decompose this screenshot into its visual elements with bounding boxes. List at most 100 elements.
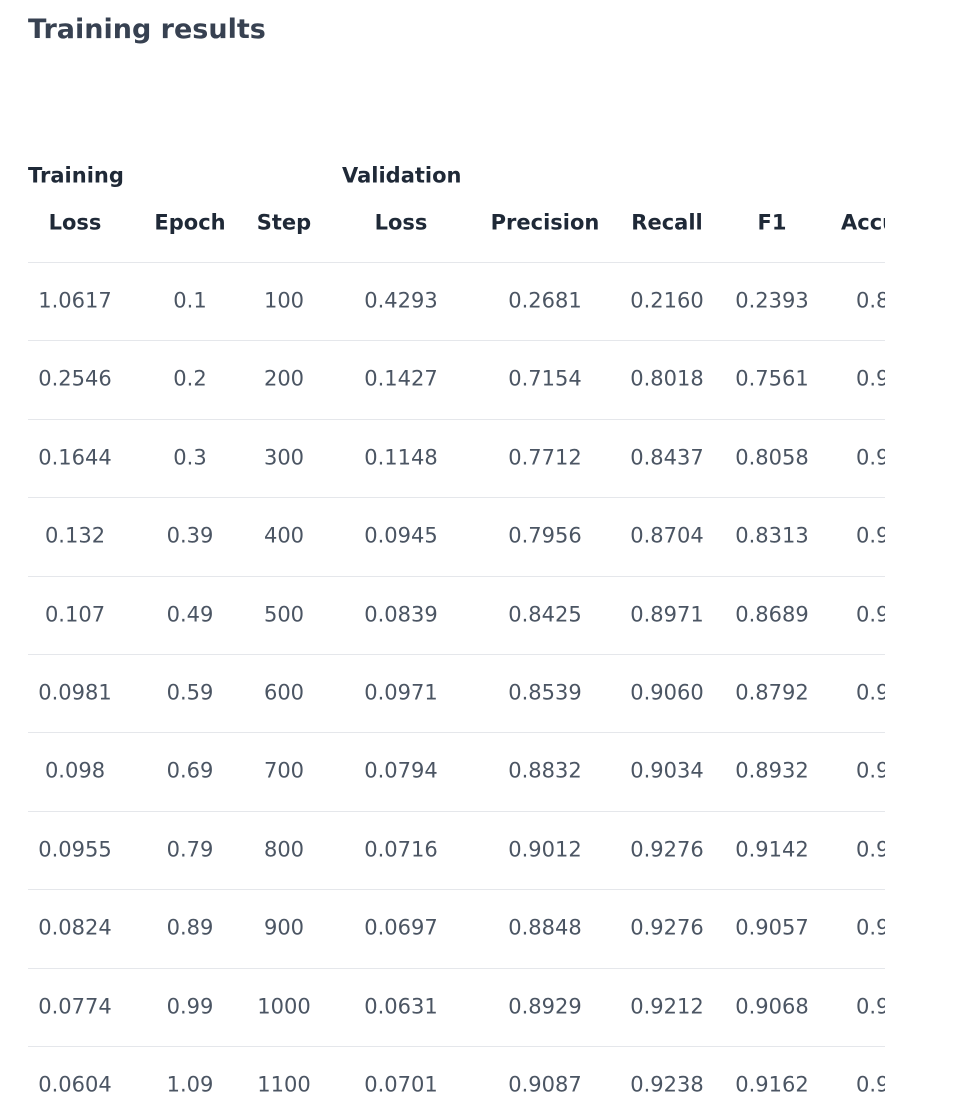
table-cell: 0.9: [856, 915, 885, 940]
table-cell: 1000: [257, 994, 311, 1019]
table-cell: 0.8018: [630, 366, 704, 391]
table-cell: 0.9: [856, 1072, 885, 1097]
table-cell: 0.0981: [38, 680, 112, 705]
table-cell: 0.8539: [508, 680, 582, 705]
table-cell: 0.0604: [38, 1072, 112, 1097]
table-cell: 0.99: [166, 994, 214, 1019]
table-cell: 1.09: [166, 1072, 214, 1097]
table-cell: 0.9: [856, 523, 885, 548]
table-cell: 400: [263, 523, 305, 548]
row-divider: [28, 1046, 885, 1047]
table-cell: 0.098: [44, 758, 106, 783]
table-cell: 0.8792: [735, 680, 809, 705]
table-cell: 300: [263, 445, 305, 470]
table-cell: 0.8971: [630, 602, 704, 627]
table-cell: 0.9057: [735, 915, 809, 940]
column-header: Loss: [374, 210, 428, 235]
table-cell: 0.8689: [735, 602, 809, 627]
column-header: Validation: [342, 163, 462, 188]
table-cell: 500: [263, 602, 305, 627]
table-cell: 0.9: [856, 994, 885, 1019]
table-cell: 600: [263, 680, 305, 705]
table-cell: 0.9068: [735, 994, 809, 1019]
table-cell: 0.8704: [630, 523, 704, 548]
table-cell: 900: [263, 915, 305, 940]
table-cell: 0.8058: [735, 445, 809, 470]
table-cell: 0.0839: [364, 602, 438, 627]
table-cell: 100: [263, 288, 305, 313]
column-header: Epoch: [154, 210, 226, 235]
table-cell: 0.0824: [38, 915, 112, 940]
table-cell: 0.9276: [630, 837, 704, 862]
table-cell: 0.1148: [364, 445, 438, 470]
table-cell: 0.9: [856, 837, 885, 862]
table-cell: 0.8437: [630, 445, 704, 470]
table-cell: 0.3: [173, 445, 207, 470]
table-cell: 0.1644: [38, 445, 112, 470]
table-cell: 0.2: [173, 366, 207, 391]
table-cell: 0.0955: [38, 837, 112, 862]
table-cell: 0.7712: [508, 445, 582, 470]
table-cell: 0.9: [856, 602, 885, 627]
table-cell: 0.1427: [364, 366, 438, 391]
table-cell: 0.2160: [630, 288, 704, 313]
table-cell: 0.9162: [735, 1072, 809, 1097]
table-cell: 0.0697: [364, 915, 438, 940]
table-cell: 0.0971: [364, 680, 438, 705]
table-cell: 0.79: [166, 837, 214, 862]
table-cell: 0.7154: [508, 366, 582, 391]
table-cell: 0.8: [856, 288, 885, 313]
table-cell: 0.2393: [735, 288, 809, 313]
column-header: Precision: [490, 210, 600, 235]
table-cell: 0.9238: [630, 1072, 704, 1097]
table-cell: 0.2546: [38, 366, 112, 391]
table-cell: 0.107: [44, 602, 106, 627]
table-cell: 0.0794: [364, 758, 438, 783]
table-cell: 0.8929: [508, 994, 582, 1019]
table-cell: 0.8848: [508, 915, 582, 940]
table-cell: 0.9012: [508, 837, 582, 862]
table-cell: 200: [263, 366, 305, 391]
table-cell: 0.9034: [630, 758, 704, 783]
table-cell: 0.9142: [735, 837, 809, 862]
table-cell: 0.49: [166, 602, 214, 627]
table-cell: 0.39: [166, 523, 214, 548]
row-divider: [28, 418, 885, 420]
table-cell: 0.9087: [508, 1072, 582, 1097]
column-header: Step: [256, 210, 312, 235]
table-cell: 0.8313: [735, 523, 809, 548]
table-cell: 0.89: [166, 915, 214, 940]
column-header: Loss: [48, 210, 102, 235]
results-table: Training Loss Epoch Step Validation Loss Preci…: [28, 0, 885, 1117]
table-cell: 0.132: [44, 523, 106, 548]
column-header: Recall: [631, 210, 703, 235]
table-cell: 0.8932: [735, 758, 809, 783]
column-header: Accu: [841, 210, 885, 235]
table-cell: 0.8832: [508, 758, 582, 783]
table-cell: 0.59: [166, 680, 214, 705]
table-cell: 0.0701: [364, 1072, 438, 1097]
table-cell: 0.2681: [508, 288, 582, 313]
table-cell: 0.9: [856, 758, 885, 783]
table-cell: 0.9060: [630, 680, 704, 705]
table-cell: 1100: [257, 1072, 311, 1097]
table-cell: 0.7561: [735, 366, 809, 391]
table-cell: 700: [263, 758, 305, 783]
table-cell: 0.4293: [364, 288, 438, 313]
table-cell: 1.0617: [38, 288, 112, 313]
table-cell: 0.8425: [508, 602, 582, 627]
table-cell: 0.69: [166, 758, 214, 783]
table-cell: 0.9212: [630, 994, 704, 1019]
row-divider: [28, 575, 885, 577]
row-divider: [28, 340, 885, 342]
table-cell: 0.0631: [364, 994, 438, 1019]
column-header: F1: [757, 210, 787, 235]
row-divider: [28, 810, 885, 812]
table-cell: 0.1: [173, 288, 207, 313]
table-cell: 0.9: [856, 445, 885, 470]
table-cell: 0.9: [856, 680, 885, 705]
column-header: Training: [28, 163, 124, 188]
table-cell: 0.0716: [364, 837, 438, 862]
table-cell: 0.7956: [508, 523, 582, 548]
